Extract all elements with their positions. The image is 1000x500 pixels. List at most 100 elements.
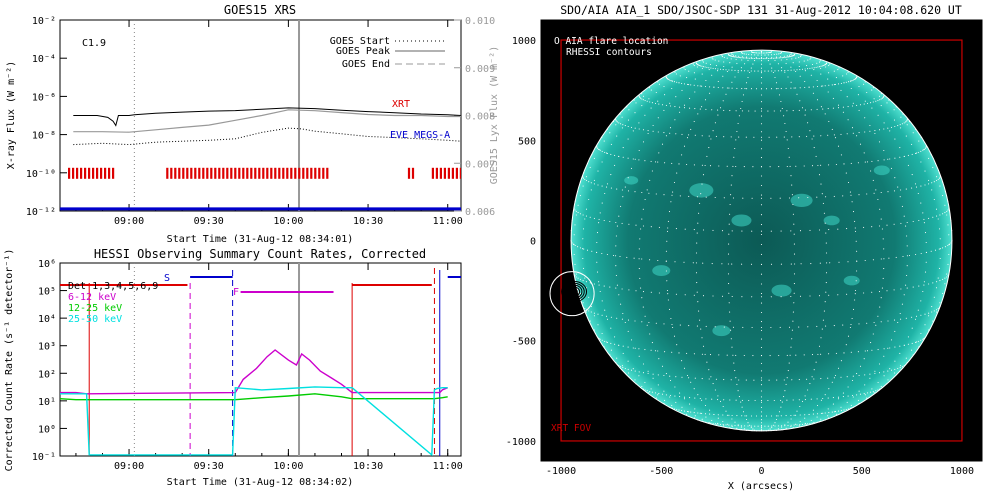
grid-dot — [852, 396, 854, 398]
grid-dot — [745, 136, 747, 138]
grid-dot — [890, 126, 893, 128]
grid-dot — [729, 110, 731, 112]
grid-dot — [851, 379, 854, 382]
grid-dot — [933, 181, 935, 183]
grid-dot — [681, 406, 683, 408]
grid-dot — [942, 247, 944, 249]
goes-xrt-observation-tick — [76, 167, 79, 179]
goes-xrt-observation-tick — [178, 167, 181, 179]
grid-dot — [845, 344, 847, 346]
grid-dot — [693, 65, 695, 67]
grid-dot — [745, 418, 748, 421]
grid-dot — [820, 378, 822, 380]
grid-dot — [770, 415, 773, 417]
grid-dot — [804, 86, 806, 89]
grid-dot — [875, 324, 877, 326]
grid-dot — [818, 66, 821, 68]
grid-dot — [850, 351, 852, 353]
grid-dot — [736, 56, 738, 58]
grid-dot — [760, 422, 763, 424]
grid-dot — [875, 390, 877, 392]
grid-dot — [811, 376, 813, 378]
goes-xrt-observation-tick — [186, 167, 189, 179]
grid-dot — [831, 128, 833, 130]
grid-dot — [616, 121, 618, 123]
sun-bright-region — [624, 176, 639, 185]
goes-xrt-observation-tick — [190, 167, 193, 179]
grid-dot — [736, 87, 738, 89]
grid-dot — [632, 368, 634, 370]
grid-dot — [620, 205, 622, 207]
grid-dot — [641, 191, 643, 194]
grid-dot — [845, 81, 847, 83]
grid-dot — [809, 67, 811, 69]
grid-dot — [657, 350, 659, 352]
grid-dot — [897, 367, 899, 370]
grid-dot — [787, 424, 789, 427]
grid-dot — [741, 56, 743, 58]
grid-dot — [632, 130, 634, 132]
grid-dot — [619, 255, 621, 258]
grid-dot — [911, 316, 913, 318]
grid-dot — [757, 52, 759, 54]
grid-dot — [749, 71, 751, 74]
grid-dot — [847, 71, 849, 73]
grid-dot — [722, 100, 724, 102]
grid-dot — [676, 172, 678, 174]
grid-dot — [856, 373, 858, 375]
goes-xrt-observation-tick — [206, 167, 209, 179]
grid-dot — [601, 161, 603, 163]
grid-dot — [875, 100, 877, 102]
grid-dot — [792, 320, 794, 322]
grid-dot — [676, 408, 678, 411]
grid-dot — [627, 157, 629, 159]
grid-dot — [639, 96, 641, 98]
grid-dot — [872, 87, 874, 89]
grid-dot — [821, 328, 823, 330]
grid-dot — [573, 244, 575, 246]
goes-xrt-observation-tick — [302, 167, 305, 179]
grid-dot — [754, 60, 756, 62]
grid-dot — [938, 228, 941, 230]
grid-dot — [732, 54, 735, 56]
grid-dot — [638, 375, 640, 377]
grid-dot — [689, 403, 691, 405]
grid-dot — [837, 410, 840, 412]
grid-dot — [747, 59, 749, 61]
grid-dot — [616, 317, 618, 319]
grid-dot — [864, 161, 866, 163]
grid-dot — [869, 124, 871, 127]
grid-dot — [866, 102, 869, 104]
grid-dot — [671, 351, 673, 353]
grid-dot — [827, 408, 829, 410]
grid-dot — [809, 229, 811, 231]
hessi-frame — [59, 262, 462, 457]
grid-dot — [747, 76, 749, 79]
grid-dot — [754, 110, 756, 112]
grid-dot — [714, 326, 716, 328]
grid-dot — [883, 122, 885, 124]
grid-dot — [579, 292, 581, 294]
grid-dot — [795, 70, 797, 73]
hessi-y-tick-label: 10⁻¹ — [32, 452, 56, 463]
grid-dot — [883, 375, 885, 377]
grid-dot — [850, 87, 852, 90]
grid-dot — [717, 414, 719, 416]
grid-dot — [784, 70, 786, 72]
grid-dot — [887, 347, 889, 349]
grid-dot — [702, 66, 705, 68]
grid-dot — [760, 194, 763, 196]
grid-dot — [730, 338, 732, 340]
grid-dot — [640, 228, 642, 230]
goes-xrt-observation-tick — [214, 167, 217, 179]
grid-dot — [894, 157, 896, 159]
grid-dot — [760, 204, 763, 206]
grid-dot — [590, 306, 592, 308]
grid-dot — [673, 181, 676, 184]
grid-dot — [647, 370, 649, 372]
grid-dot — [593, 312, 595, 314]
grid-dot — [770, 51, 773, 53]
grid-dot — [743, 166, 745, 168]
grid-dot — [731, 69, 733, 71]
grid-dot — [918, 219, 920, 222]
